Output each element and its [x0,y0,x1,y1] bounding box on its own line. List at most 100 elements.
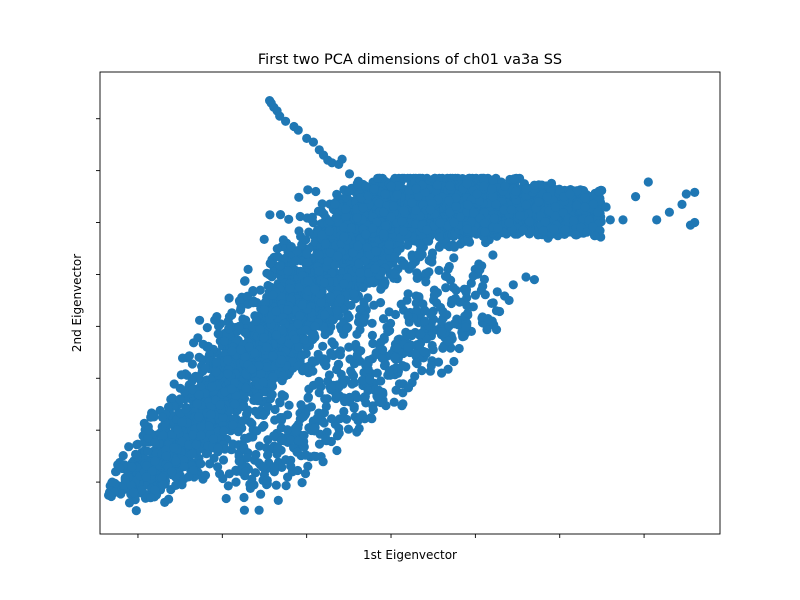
data-point [352,427,362,437]
data-point [341,204,351,214]
data-point [248,298,258,308]
data-point [218,473,228,484]
data-point [187,376,197,386]
data-point [378,229,389,239]
data-point [424,267,434,277]
data-point [463,308,473,318]
data-point [300,335,310,345]
data-point [358,203,368,213]
data-point [200,470,211,480]
data-point [249,348,260,358]
data-point [407,260,417,270]
data-point [227,384,237,394]
data-point [368,405,378,415]
data-point [275,397,285,407]
data-point [265,210,275,220]
data-point [213,462,223,472]
data-point [196,459,206,469]
data-point [118,451,128,461]
data-point [194,390,204,400]
data-point [255,285,265,295]
data-point [283,472,293,482]
data-point [390,309,401,320]
data-point [215,400,225,410]
data-point [396,299,406,309]
data-point [115,463,125,473]
data-point [392,190,402,200]
data-point [292,447,302,457]
data-point [243,264,253,274]
data-point [283,305,293,315]
data-point [366,413,376,423]
data-point [427,248,438,258]
data-point [327,414,337,424]
data-point [202,323,212,333]
data-point [248,286,258,296]
data-point [277,355,287,365]
data-point [443,336,453,346]
data-point [379,207,389,217]
data-point [451,285,461,295]
data-point [375,298,386,308]
data-point [219,426,229,436]
data-point [399,260,409,270]
data-point [150,456,160,466]
data-point [421,277,431,287]
data-point [131,449,141,459]
data-point [220,387,230,397]
data-point [195,315,205,325]
data-point [331,212,341,223]
data-point [474,259,484,269]
data-point [333,251,343,261]
data-point [143,433,153,443]
data-point [285,283,295,294]
data-point [325,292,335,302]
data-point [247,364,257,374]
data-point [403,383,414,393]
data-point [262,475,272,485]
data-point [330,260,340,270]
data-point [348,248,358,258]
data-point [250,406,260,416]
data-point [320,394,330,404]
data-point [372,368,382,378]
data-point [223,481,233,491]
data-point [397,216,407,226]
data-point [188,465,198,475]
data-point [290,334,300,344]
data-point [271,480,281,490]
data-point [181,404,191,414]
data-point [240,433,250,443]
data-point [326,383,337,393]
data-point [256,369,266,379]
data-point [254,505,264,515]
data-point [230,399,240,409]
data-point [236,345,246,355]
data-point [161,451,171,461]
data-point [300,469,311,479]
data-point [251,316,261,326]
data-point [286,461,296,471]
data-point [268,351,278,361]
data-point [160,497,170,507]
data-point [358,283,368,293]
data-point [449,242,459,252]
data-point [303,393,313,403]
data-point [106,491,116,502]
data-point [444,261,454,272]
data-point [227,346,237,356]
data-point [415,239,425,249]
data-point [324,226,335,236]
data-point [211,367,221,377]
data-point [297,478,307,488]
data-point [263,450,273,460]
data-point [241,383,251,393]
data-point [359,314,369,324]
data-point [204,421,214,431]
data-point [284,214,294,224]
data-point [224,312,235,322]
data-point [223,369,233,379]
data-point [304,227,314,237]
data-point [240,328,250,338]
data-point [210,315,220,325]
